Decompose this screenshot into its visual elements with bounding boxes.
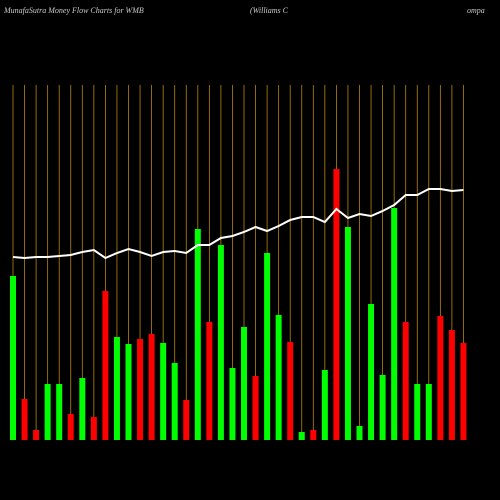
bar [125,344,132,440]
line [12,188,464,260]
bar [56,384,63,440]
bar [368,304,375,440]
bar [10,276,16,440]
bar [344,227,351,440]
bar [298,432,305,440]
bar [206,322,213,440]
bar [333,169,340,440]
bar [414,384,421,440]
bar [90,417,97,440]
bar [252,376,259,440]
bar [102,291,109,440]
bar [44,384,51,440]
bar [310,430,317,440]
bar [460,343,467,440]
bar [425,384,432,440]
bar [148,334,155,440]
chart-subtitle-tail: ompa [467,6,485,15]
bar [113,337,120,440]
bar [137,339,144,440]
bar [67,414,74,440]
bar [241,327,247,440]
bar [275,315,282,440]
bar [33,430,40,440]
bar [264,253,271,440]
chart-title: MunafaSutra Money Flow Charts for WMB [3,6,144,15]
bar [356,426,363,440]
bar [160,343,167,440]
bar [183,400,190,440]
bar [437,316,444,440]
bar [448,330,455,440]
bar [171,363,178,440]
bar [379,375,386,440]
bar [217,245,224,440]
bar [21,399,28,440]
bar [194,229,201,440]
chart-subtitle: (Williams C [250,6,289,15]
bar [229,368,236,440]
bar [391,208,398,440]
bar [79,378,86,440]
bar [402,322,409,440]
bar [287,342,294,440]
bar [321,370,328,440]
